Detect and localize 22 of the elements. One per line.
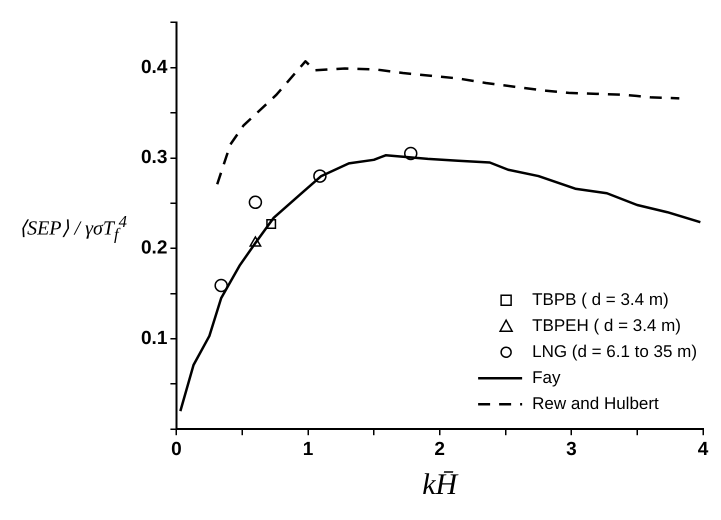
point — [313, 169, 327, 183]
x-tick-label: 2 — [434, 438, 445, 460]
legend-label: TBPB ( d = 3.4 m) — [532, 290, 669, 309]
x-tick-label: 3 — [566, 438, 577, 460]
point — [214, 278, 228, 292]
y-tick-label: 0.1 — [140, 328, 168, 350]
y-tick-label: 0.2 — [140, 238, 168, 259]
legend-label: TBPEH ( d = 3.4 m) — [532, 316, 681, 335]
x-axis-title: kH̄ — [422, 468, 460, 501]
y-tick-label: 0.3 — [140, 147, 168, 168]
x-tick-label: 1 — [302, 438, 314, 460]
point — [249, 236, 262, 247]
x-tick-label: 0 — [171, 438, 182, 460]
point — [248, 196, 262, 210]
point — [266, 219, 276, 229]
line-series — [216, 60, 681, 186]
point — [404, 146, 418, 160]
legend-label: Fay — [532, 368, 561, 387]
y-tick-label: 0.4 — [140, 56, 168, 78]
legend-label: Rew and Hulbert — [532, 394, 660, 413]
legend-label: LNG (d = 6.1 to 35 m) — [532, 342, 698, 361]
x-tick-label: 4 — [698, 438, 709, 460]
